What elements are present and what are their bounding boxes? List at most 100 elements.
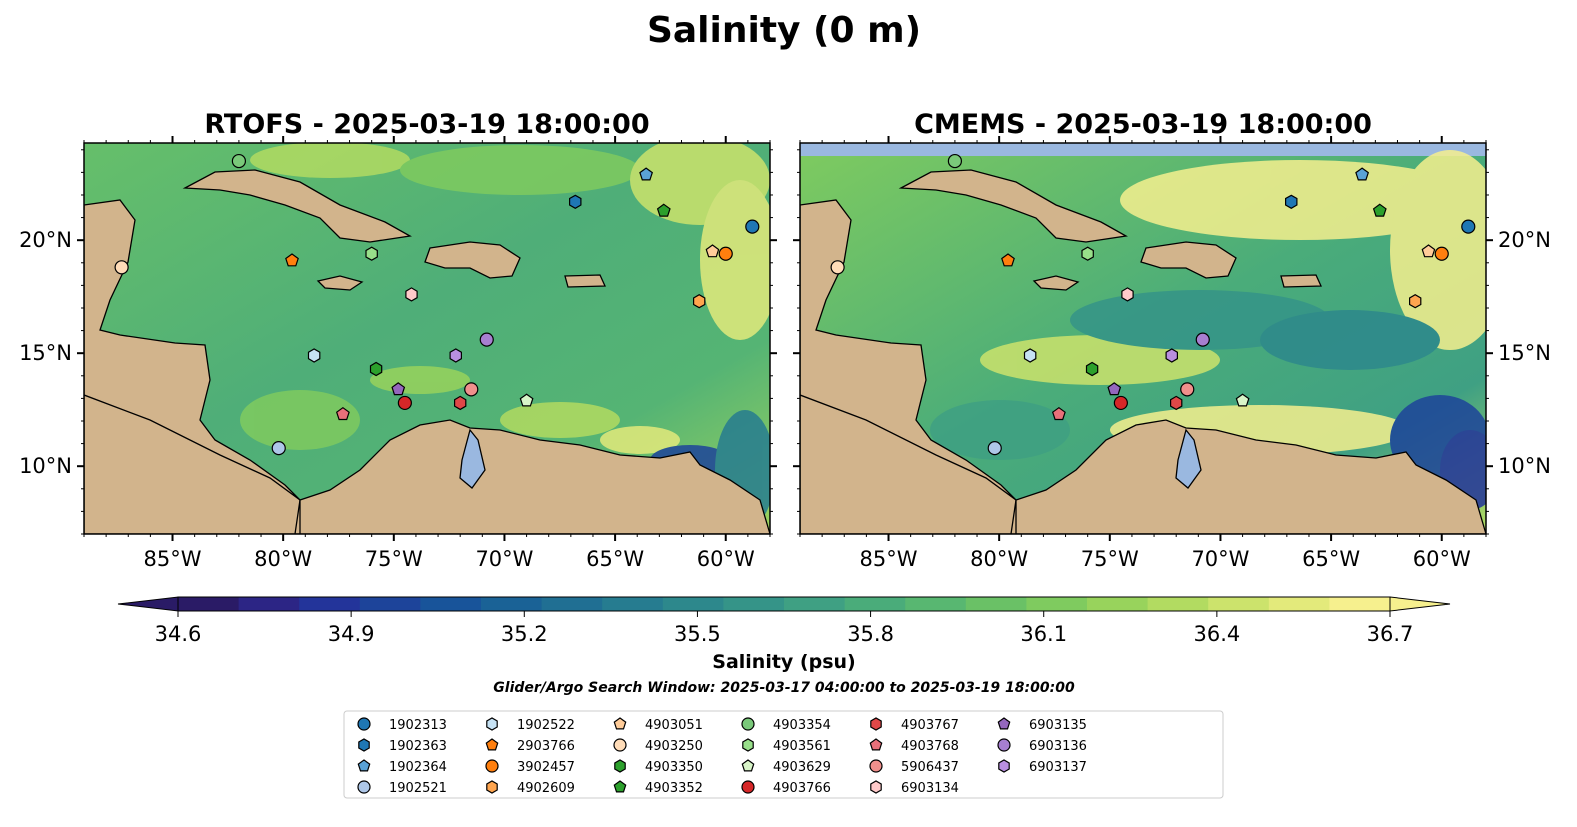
float-marker-4903350 (369, 361, 383, 377)
float-marker-4903354 (947, 153, 963, 169)
lon-tick-label: 60°W (697, 547, 755, 571)
panel-cmems: CMEMS - 2025-03-19 18:00:00 (793, 109, 1551, 571)
float-marker-4903767 (454, 395, 467, 411)
panel-rtofs: RTOFS - 2025-03-19 18:00:00 (19, 109, 777, 571)
legend-label: 4903766 (773, 781, 831, 796)
float-marker-4903250 (114, 260, 129, 275)
legend-label: 4902609 (517, 781, 575, 796)
float-marker-4903051 (705, 244, 720, 258)
float-marker-4903561 (365, 246, 378, 261)
panel-title: RTOFS - 2025-03-19 18:00:00 (204, 109, 649, 140)
lon-tick-label: 65°W (586, 547, 644, 571)
legend-marker (869, 738, 883, 751)
legend-item: 4903250 (613, 738, 703, 754)
legend-item: 1902521 (357, 780, 447, 796)
float-marker-4903768 (1051, 406, 1066, 421)
float-marker-6903135 (391, 382, 406, 396)
float-marker-6903136 (1195, 332, 1210, 347)
colorbar-tick-label: 34.9 (328, 622, 375, 646)
legend-item: 6903136 (997, 738, 1087, 754)
colorbar-cell (723, 597, 785, 611)
legend-marker (997, 717, 1011, 730)
float-marker-6903136 (479, 332, 494, 347)
float-marker-6903134 (405, 287, 418, 302)
map-frame (83, 142, 771, 535)
lon-tick-label: 70°W (475, 547, 533, 571)
colorbar-cell (1208, 597, 1270, 611)
float-marker-3902457 (718, 246, 733, 261)
search-window-note: Glider/Argo Search Window: 2025-03-17 04… (493, 680, 1075, 696)
lon-tick-label: 70°W (1191, 547, 1249, 571)
legend-item: 4903768 (869, 738, 959, 754)
float-marker-1902364 (1355, 167, 1370, 181)
colorbar-label: Salinity (psu) (712, 651, 855, 673)
central-america (800, 199, 1037, 534)
colorbar-cell (420, 597, 482, 611)
map-frame (799, 142, 1487, 535)
colorbar-cell (481, 597, 543, 611)
legend-item: 4903350 (614, 759, 703, 775)
colorbar-cells (178, 597, 1391, 611)
colorbar-cell (541, 597, 603, 611)
float-marker-4903629 (1235, 393, 1250, 407)
legend-item: 5906437 (869, 759, 959, 775)
legend-marker (486, 780, 498, 794)
float-marker-4903561 (1081, 246, 1094, 261)
legend-label: 6903135 (1029, 718, 1087, 733)
hispaniola (424, 241, 521, 279)
legend-label: 1902521 (389, 781, 447, 796)
legend-label: 4903629 (773, 760, 831, 775)
colorbar-extend-high (1389, 596, 1451, 612)
lon-tick-label: 85°W (860, 547, 918, 571)
float-marker-1902521 (987, 441, 1002, 456)
lon-tick-label: 75°W (1081, 547, 1139, 571)
colorbar-cell (602, 597, 664, 611)
legend-label: 5906437 (901, 760, 959, 775)
legend-item: 4903051 (613, 717, 703, 733)
legend-item: 4903629 (741, 759, 831, 775)
lon-tick-label: 60°W (1413, 547, 1471, 571)
legend-marker (741, 717, 755, 731)
colorbar-cell (238, 597, 300, 611)
float-marker-6903137 (449, 348, 462, 363)
colorbar-cell (178, 597, 240, 611)
axis-ticks: 85°W 80°W 75°W 70°W 65°W 60°W 10°N 15°N 20°N (19, 136, 777, 571)
legend-marker (741, 780, 755, 794)
legend-item: 4903352 (613, 780, 703, 796)
float-marker-4903352 (1372, 203, 1387, 217)
lon-tick-label: 85°W (144, 547, 202, 571)
colorbar: 34.6 34.9 35.2 35.5 35.8 36.1 36.4 36.7 Salinit… (117, 596, 1451, 696)
legend-marker (357, 717, 371, 731)
colorbar-tick-label: 36.4 (1193, 622, 1240, 646)
legend: 1902313 1902363 1902364 1902521 1902522 29037… (343, 710, 1224, 799)
float-marker-4902609 (692, 294, 706, 309)
colorbar-cell (1329, 597, 1391, 611)
colorbar-cell (784, 597, 846, 611)
colorbar-extend-low (117, 596, 179, 612)
float-marker-4903767 (1169, 395, 1183, 411)
float-marker-4903766 (397, 395, 412, 411)
legend-label: 6903136 (1029, 739, 1087, 754)
legend-item: 4903561 (742, 738, 831, 754)
legend-item: 3902457 (485, 759, 575, 775)
legend-marker (357, 780, 371, 794)
lat-tick-label: 15°N (1498, 341, 1551, 365)
lat-tick-label: 15°N (19, 341, 72, 365)
float-marker-4903766 (1113, 395, 1128, 411)
colorbar-cell (299, 597, 361, 611)
suptitle: Salinity (0 m) (647, 10, 921, 51)
legend-marker (997, 738, 1011, 752)
float-marker-4903350 (1085, 361, 1099, 377)
legend-label: 6903137 (1029, 760, 1087, 775)
colorbar-cell (965, 597, 1027, 611)
legend-marker (357, 759, 371, 772)
float-marker-1902313 (745, 219, 760, 234)
cuba (898, 169, 1128, 243)
float-markers (830, 153, 1476, 456)
legend-item: 4903766 (741, 780, 831, 796)
colorbar-tick-label: 36.1 (1020, 622, 1067, 646)
float-marker-2903766 (285, 253, 299, 267)
float-marker-1902522 (1023, 348, 1037, 363)
colorbar-cell (1026, 597, 1088, 611)
float-marker-4903352 (656, 203, 671, 217)
